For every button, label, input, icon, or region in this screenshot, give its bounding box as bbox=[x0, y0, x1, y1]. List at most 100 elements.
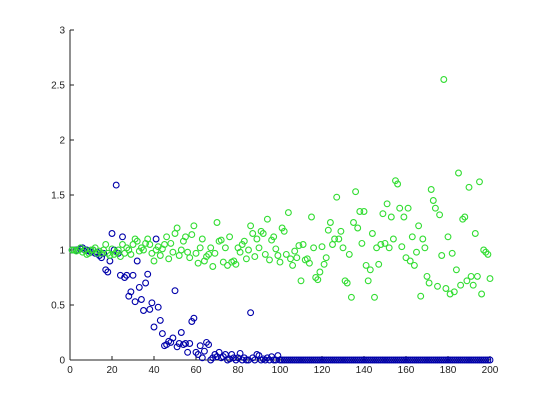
data-point bbox=[95, 247, 103, 255]
data-point bbox=[270, 233, 278, 241]
data-point bbox=[247, 309, 255, 317]
data-point bbox=[251, 253, 259, 261]
data-point bbox=[406, 257, 414, 265]
y-tick-label: 3 bbox=[59, 26, 65, 37]
data-point bbox=[203, 338, 210, 346]
data-point bbox=[171, 287, 179, 295]
data-point bbox=[177, 329, 185, 336]
data-point bbox=[450, 288, 458, 296]
data-point bbox=[219, 353, 227, 361]
data-point bbox=[108, 230, 116, 237]
data-point bbox=[146, 305, 154, 313]
data-point bbox=[350, 219, 357, 226]
data-point bbox=[366, 266, 374, 274]
data-point bbox=[324, 226, 332, 234]
data-point bbox=[167, 239, 175, 247]
data-point bbox=[389, 235, 397, 243]
data-point bbox=[335, 235, 343, 243]
data-point bbox=[417, 292, 425, 300]
data-point bbox=[205, 341, 213, 349]
data-point bbox=[284, 209, 292, 217]
data-point bbox=[158, 330, 166, 338]
data-point bbox=[190, 222, 198, 230]
data-point bbox=[131, 235, 139, 243]
data-point bbox=[425, 279, 433, 287]
data-point bbox=[415, 222, 423, 230]
data-point bbox=[431, 204, 439, 212]
data-point bbox=[329, 241, 336, 248]
data-point bbox=[200, 347, 208, 355]
data-point bbox=[341, 277, 349, 285]
data-point bbox=[438, 252, 446, 259]
data-point bbox=[322, 254, 330, 262]
data-point bbox=[110, 250, 118, 258]
series-1 bbox=[68, 181, 494, 364]
x-tick-label: 180 bbox=[440, 365, 457, 376]
data-point bbox=[261, 356, 269, 364]
data-point bbox=[467, 272, 475, 280]
data-point bbox=[364, 277, 372, 285]
data-point bbox=[255, 244, 263, 252]
data-point bbox=[394, 180, 402, 188]
data-point bbox=[398, 243, 406, 251]
data-point bbox=[127, 250, 135, 258]
data-point bbox=[360, 208, 368, 215]
data-point bbox=[196, 342, 204, 350]
data-point bbox=[484, 356, 492, 364]
data-point bbox=[404, 204, 412, 212]
data-point bbox=[148, 299, 156, 307]
data-point bbox=[402, 254, 410, 262]
data-point bbox=[161, 241, 168, 248]
data-point bbox=[473, 272, 481, 280]
data-point bbox=[156, 316, 164, 324]
data-point bbox=[175, 252, 183, 259]
data-point bbox=[127, 288, 135, 296]
data-point bbox=[116, 253, 124, 261]
data-point bbox=[226, 233, 234, 241]
data-point bbox=[198, 354, 206, 362]
data-point bbox=[156, 252, 164, 259]
data-point bbox=[352, 188, 360, 196]
data-point bbox=[184, 348, 192, 356]
data-point bbox=[434, 282, 441, 290]
data-point bbox=[104, 249, 112, 257]
data-point bbox=[261, 250, 269, 258]
data-point bbox=[400, 213, 408, 221]
data-point bbox=[150, 323, 158, 331]
data-point bbox=[452, 266, 460, 274]
x-tick-label: 160 bbox=[398, 365, 415, 376]
data-point bbox=[173, 224, 181, 232]
data-point bbox=[408, 233, 416, 241]
data-point bbox=[112, 248, 120, 256]
data-point bbox=[396, 204, 404, 212]
data-point bbox=[358, 239, 366, 247]
data-point bbox=[274, 252, 282, 259]
data-point bbox=[379, 210, 387, 218]
data-point bbox=[356, 208, 364, 215]
x-tick-label: 80 bbox=[232, 365, 244, 376]
data-point bbox=[282, 250, 290, 258]
data-point bbox=[184, 248, 192, 256]
x-tick-label: 140 bbox=[356, 365, 373, 376]
plot-points bbox=[68, 76, 494, 364]
x-tick-label: 200 bbox=[482, 365, 499, 376]
data-point bbox=[387, 213, 395, 221]
data-point bbox=[471, 230, 479, 237]
x-tick-label: 20 bbox=[106, 365, 118, 376]
data-point bbox=[368, 230, 376, 237]
data-point bbox=[182, 233, 189, 241]
data-point bbox=[240, 237, 248, 245]
data-point bbox=[371, 293, 378, 301]
data-point bbox=[436, 211, 444, 219]
data-point bbox=[221, 244, 229, 252]
data-point bbox=[119, 241, 126, 248]
data-point bbox=[133, 257, 141, 265]
data-point bbox=[194, 259, 202, 267]
series-2 bbox=[68, 76, 494, 301]
data-point bbox=[383, 200, 391, 208]
data-point bbox=[316, 268, 324, 276]
data-point bbox=[188, 231, 196, 239]
data-point bbox=[333, 193, 341, 201]
data-point bbox=[112, 181, 120, 189]
data-point bbox=[106, 252, 114, 259]
